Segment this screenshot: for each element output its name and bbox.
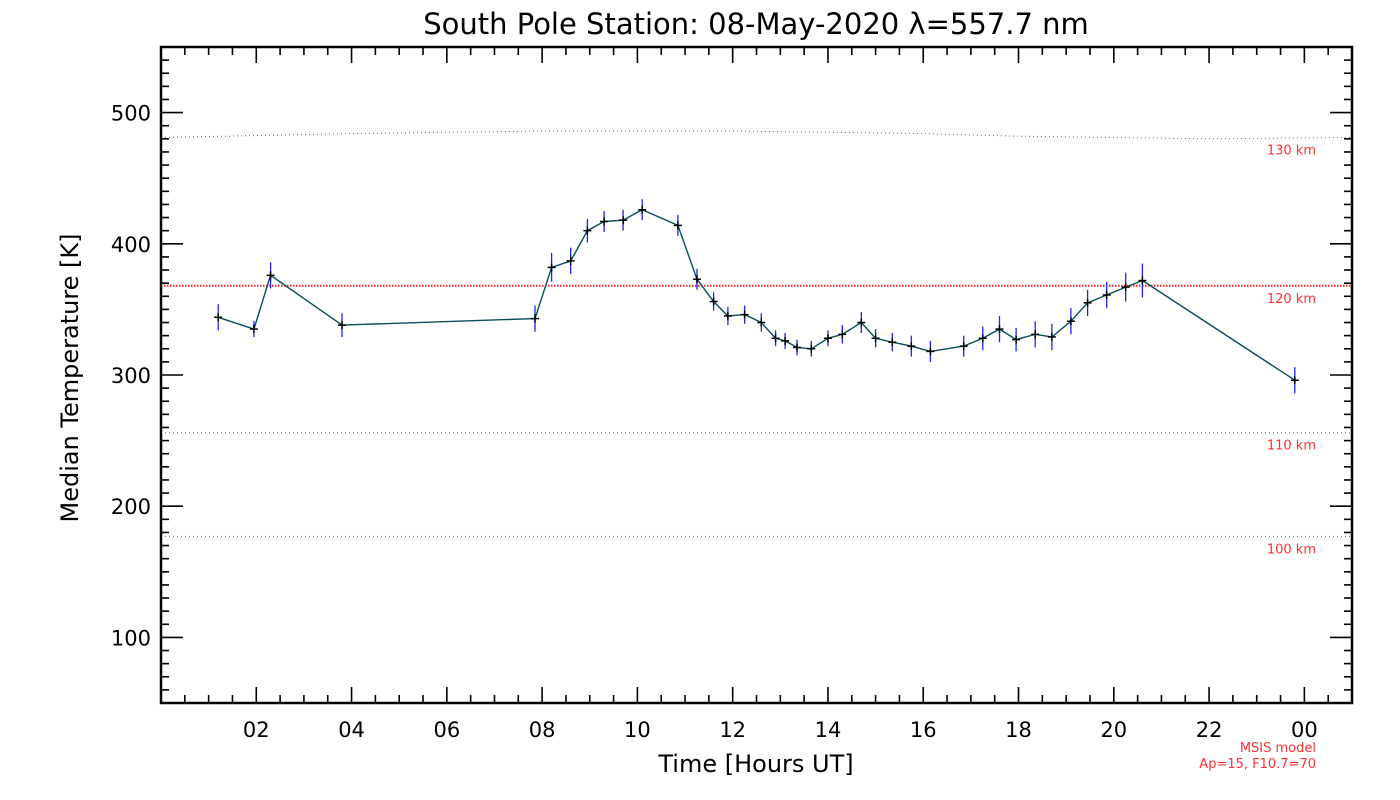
data-point (907, 342, 916, 351)
data-point (673, 221, 682, 230)
y-tick-label: 400 (111, 233, 151, 257)
x-tick-label: 18 (1005, 718, 1032, 742)
x-tick-label: 04 (338, 718, 365, 742)
data-point (723, 311, 732, 320)
data-point (781, 336, 790, 345)
y-axis-label: Median Temperature [K] (56, 233, 84, 522)
data-point (1031, 330, 1040, 339)
y-tick-label: 300 (111, 364, 151, 388)
data-point (1121, 283, 1130, 292)
y-tick-label: 100 (111, 626, 151, 650)
x-tick-label: 06 (433, 718, 460, 742)
y-tick-label: 200 (111, 495, 151, 519)
data-point (926, 347, 935, 356)
x-tick-label: 14 (815, 718, 842, 742)
data-point (888, 338, 897, 347)
data-point (871, 334, 880, 343)
data-point (1066, 317, 1075, 326)
data-point (214, 313, 223, 322)
data-point (771, 334, 780, 343)
data-point (978, 334, 987, 343)
x-tick-label: 08 (529, 718, 556, 742)
x-tick-label: 16 (910, 718, 937, 742)
model-line-label-1: 120 km (1267, 292, 1316, 307)
data-point (823, 334, 832, 343)
series-line (217, 208, 1296, 381)
model-line-0 (160, 130, 1353, 140)
data-point (740, 310, 749, 319)
plot-axes: 02 04 06 08 10 12 14 16 18 20 22 00 100 200 300 400 500 (111, 45, 1354, 742)
data-point (1138, 276, 1147, 285)
chart-title: South Pole Station: 08-May-2020 λ=557.7 … (423, 7, 1089, 41)
data-point (692, 275, 701, 284)
data-point (530, 314, 539, 323)
y-tick-label: 500 (111, 102, 151, 126)
data-point (709, 297, 718, 306)
data-point (1290, 376, 1299, 385)
data-point (1083, 298, 1092, 307)
data-point (619, 216, 628, 225)
data-point (838, 330, 847, 339)
plot-frame (159, 45, 1354, 705)
data-point (757, 318, 766, 327)
msis-model-note: MSIS model (1240, 741, 1316, 756)
x-tick-label: 02 (243, 718, 270, 742)
data-point (638, 205, 647, 214)
x-tick-label: 00 (1291, 718, 1318, 742)
data-point (995, 325, 1004, 334)
x-axis-label: Time [Hours UT] (657, 750, 853, 778)
model-line-label-0: 130 km (1267, 144, 1316, 159)
model-line-label-3: 100 km (1267, 542, 1316, 557)
data-point (1012, 335, 1021, 344)
data-point (338, 321, 347, 330)
data-point (807, 344, 816, 353)
data-point (583, 226, 592, 235)
x-tick-label: 22 (1196, 718, 1223, 742)
data-point (547, 263, 556, 272)
data-series (214, 199, 1299, 394)
data-point (600, 217, 609, 226)
data-point (959, 342, 968, 351)
x-tick-label: 12 (719, 718, 746, 742)
x-tick-label: 20 (1100, 718, 1127, 742)
data-point (857, 318, 866, 327)
data-point (1102, 290, 1111, 299)
data-point (249, 325, 258, 334)
msis-model-lines: 130 km 120 km 110 km 100 km (160, 130, 1353, 557)
msis-params-note: Ap=15, F10.7=70 (1199, 757, 1316, 772)
model-line-label-2: 110 km (1267, 439, 1316, 454)
data-point (1047, 332, 1056, 341)
data-point (266, 271, 275, 280)
data-point (566, 256, 575, 265)
data-point (792, 343, 801, 352)
x-tick-label: 10 (624, 718, 651, 742)
